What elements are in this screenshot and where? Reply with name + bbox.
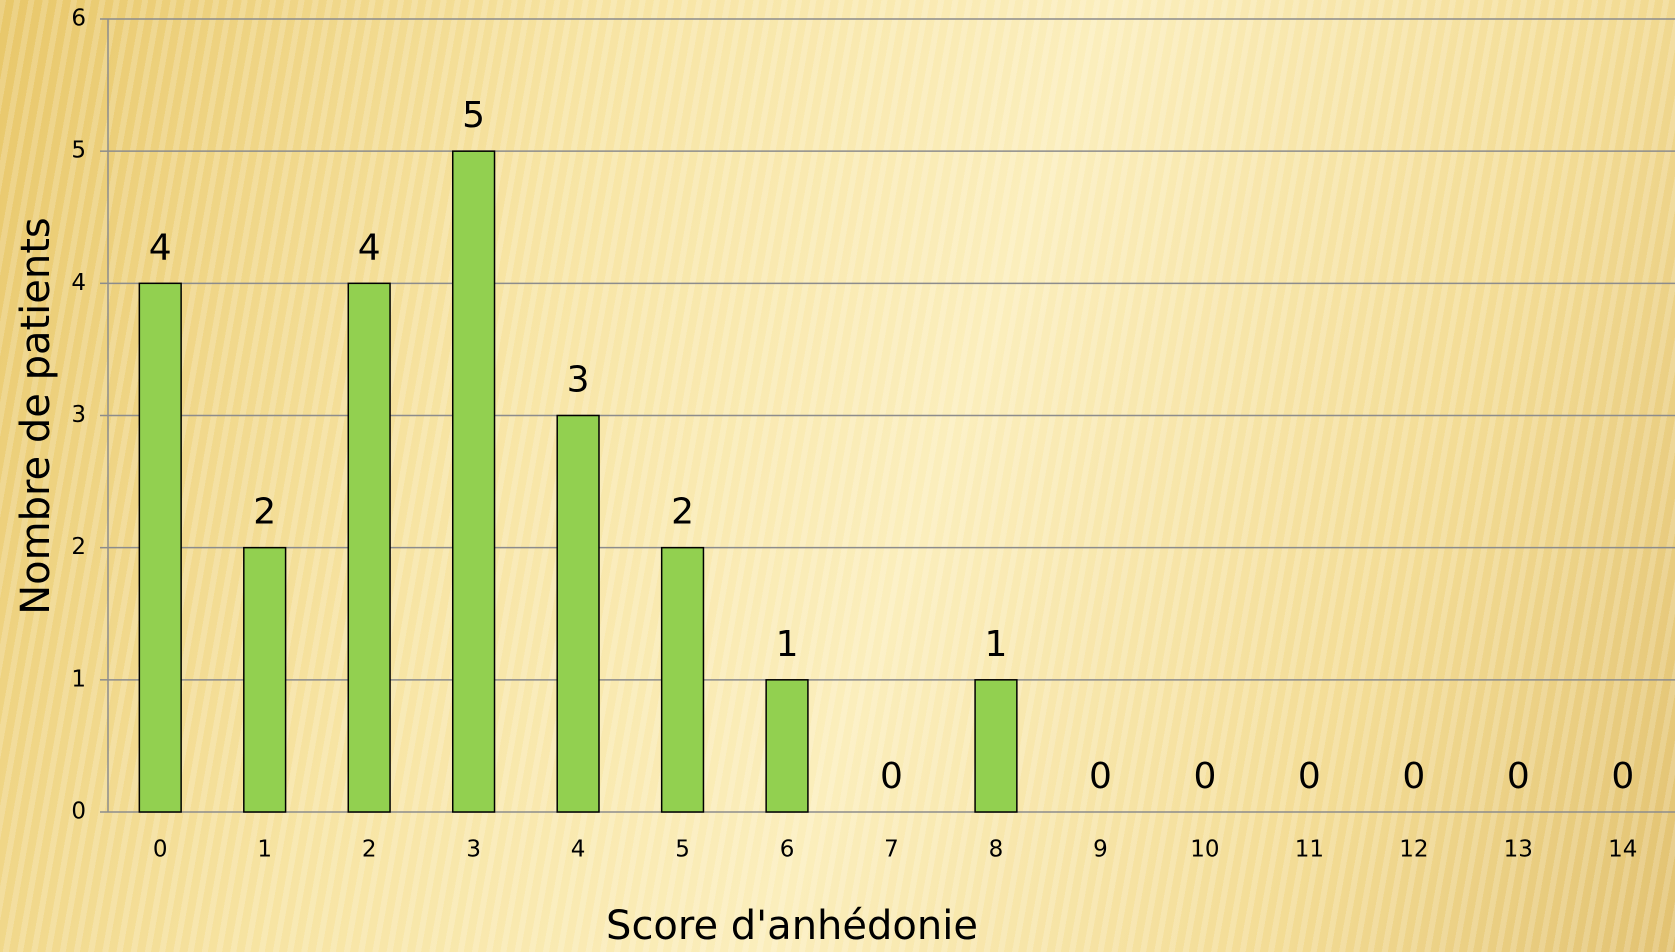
data-label: 0 <box>1507 756 1530 797</box>
y-tick-label: 4 <box>71 270 86 296</box>
bar <box>451 150 496 813</box>
data-label: 0 <box>1298 756 1321 797</box>
x-tick-label: 4 <box>571 837 586 863</box>
data-label: 0 <box>1193 756 1216 797</box>
data-label: 0 <box>1611 756 1634 797</box>
bar <box>243 546 287 813</box>
bar <box>347 282 391 813</box>
x-tick-label: 9 <box>1093 837 1108 863</box>
y-tick-label: 0 <box>71 799 86 825</box>
x-tick-label: 0 <box>153 837 168 863</box>
x-tick-label: 6 <box>780 837 795 863</box>
bar <box>556 414 600 813</box>
y-tick-label: 1 <box>71 666 86 692</box>
data-label: 2 <box>671 492 694 533</box>
x-tick-label: 2 <box>362 837 377 863</box>
data-label: 0 <box>1089 756 1112 797</box>
y-tick-label: 6 <box>71 6 86 32</box>
bar <box>138 282 182 813</box>
data-label: 5 <box>462 95 485 136</box>
x-tick-label: 13 <box>1504 837 1533 863</box>
x-tick-label: 14 <box>1608 837 1637 863</box>
data-label: 1 <box>985 624 1008 665</box>
bar <box>765 679 809 813</box>
x-tick-label: 3 <box>466 837 481 863</box>
data-label: 4 <box>149 227 172 268</box>
x-tick-label: 11 <box>1295 837 1324 863</box>
y-axis-title: Nombre de patients <box>13 217 59 615</box>
y-tick-label: 2 <box>71 534 86 560</box>
data-label: 2 <box>253 492 276 533</box>
data-label: 0 <box>1402 756 1425 797</box>
data-label: 1 <box>776 624 799 665</box>
x-tick-label: 12 <box>1399 837 1428 863</box>
x-tick-label: 8 <box>989 837 1004 863</box>
x-tick-label: 10 <box>1190 837 1219 863</box>
data-label: 0 <box>880 756 903 797</box>
y-tick-label: 3 <box>71 402 86 428</box>
data-label: 4 <box>358 227 381 268</box>
data-label: 3 <box>567 360 590 401</box>
x-tick-label: 1 <box>257 837 272 863</box>
bar <box>660 546 705 813</box>
x-tick-label: 5 <box>675 837 690 863</box>
y-tick-label: 5 <box>71 138 86 164</box>
x-tick-label: 7 <box>884 837 899 863</box>
bar <box>974 679 1018 813</box>
x-axis-title: Score d'anhédonie <box>606 903 978 949</box>
